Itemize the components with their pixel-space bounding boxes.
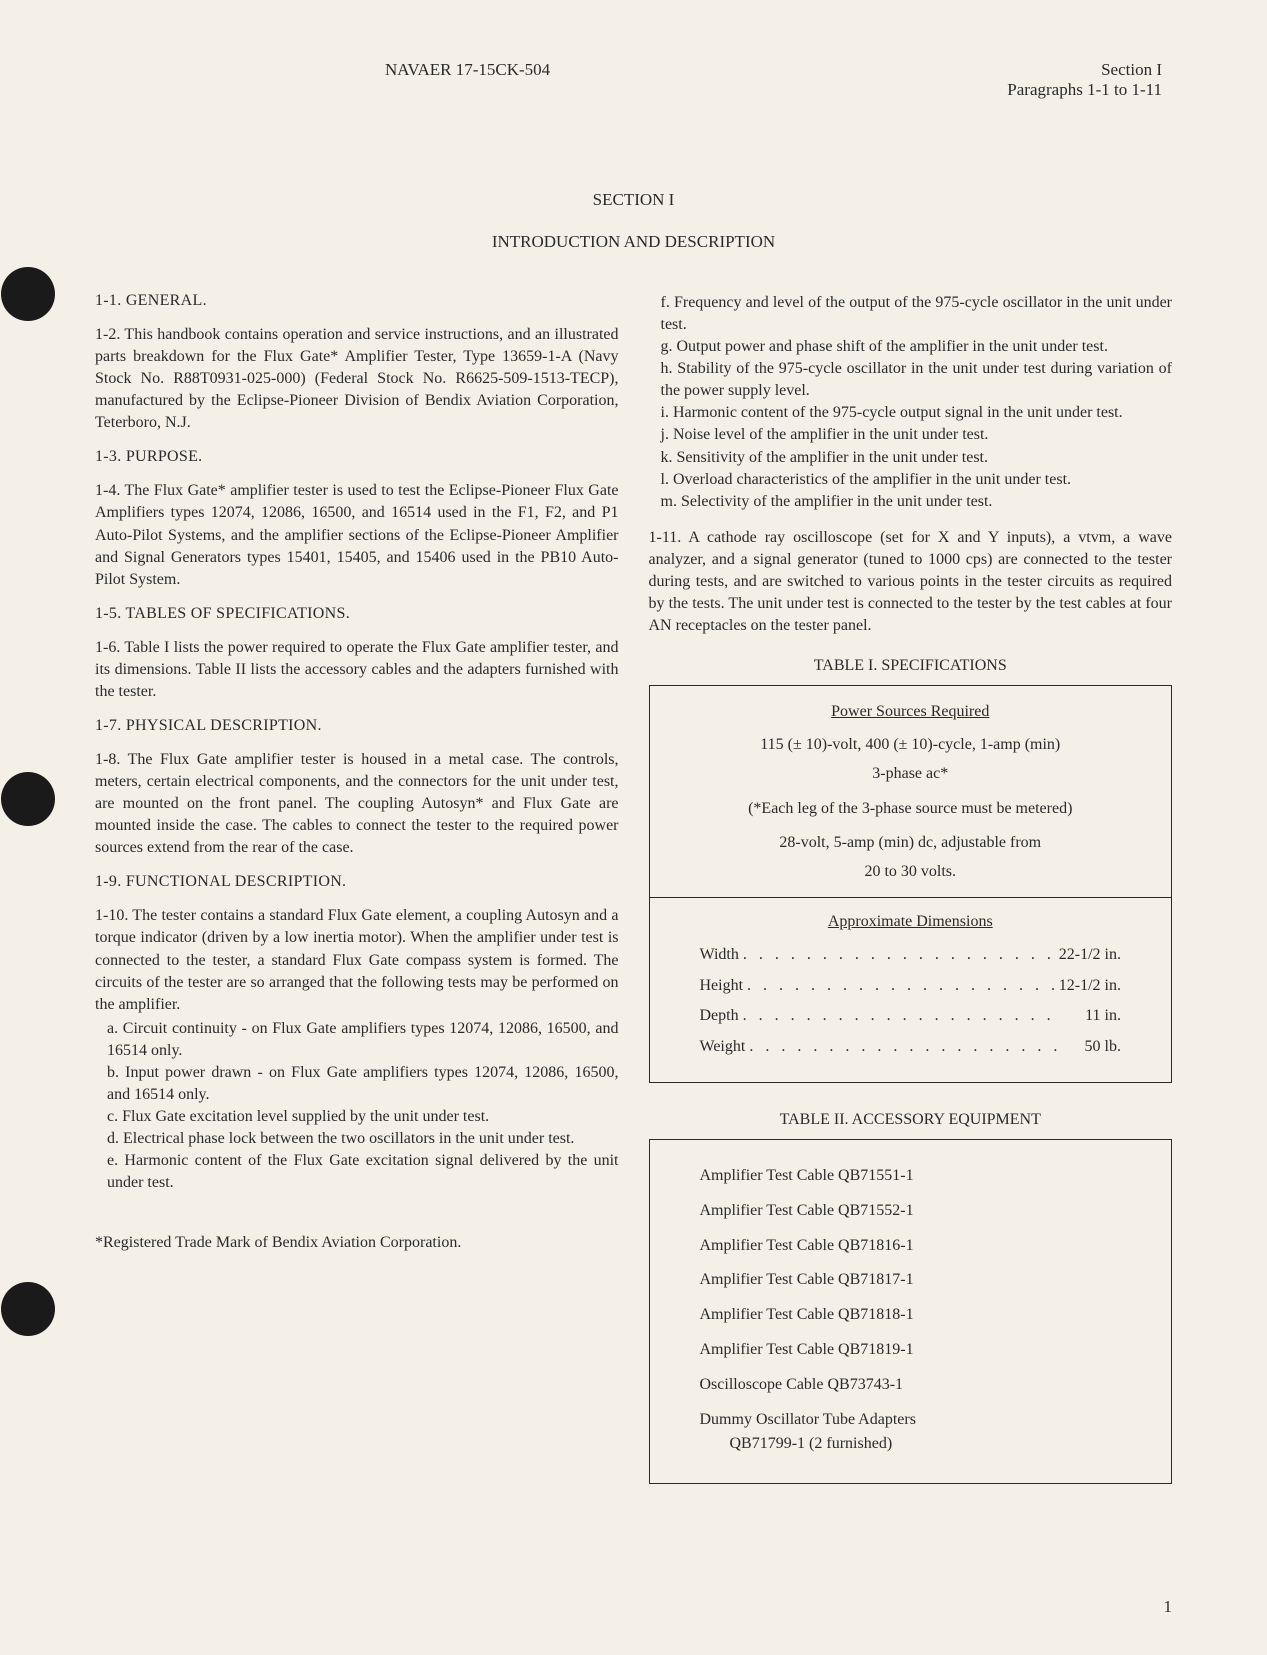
para-1-11: 1-11. A cathode ray oscilloscope (set fo… bbox=[649, 527, 1173, 637]
section-title: SECTION I bbox=[95, 190, 1172, 210]
dim-value: 12-1/2 in. bbox=[1059, 974, 1121, 999]
dim-value: 22-1/2 in. bbox=[1059, 943, 1121, 968]
list-item-e: e. Harmonic content of the Flux Gate exc… bbox=[95, 1150, 619, 1194]
table-1-power-line: 3-phase ac* bbox=[670, 762, 1152, 787]
dim-label: Weight bbox=[700, 1035, 746, 1060]
para-1-6: 1-6. Table I lists the power required to… bbox=[95, 637, 619, 703]
heading-1-7: 1-7. PHYSICAL DESCRIPTION. bbox=[95, 717, 619, 735]
heading-1-3: 1-3. PURPOSE. bbox=[95, 448, 619, 466]
list-item-k: k. Sensitivity of the amplifier in the u… bbox=[649, 447, 1173, 469]
accessory-item: Amplifier Test Cable QB71819-1 bbox=[700, 1338, 1122, 1363]
page-number: 1 bbox=[1164, 1597, 1173, 1617]
table-2-box: Amplifier Test Cable QB71551-1 Amplifier… bbox=[649, 1139, 1173, 1484]
table-1-power-line: 28-volt, 5-amp (min) dc, adjustable from bbox=[670, 831, 1152, 856]
para-1-10: 1-10. The tester contains a standard Flu… bbox=[95, 905, 619, 1015]
dimension-row: Width . . . . . . . . . . . . . . . . . … bbox=[700, 943, 1122, 968]
table-1-box: Power Sources Required 115 (± 10)-volt, … bbox=[649, 685, 1173, 1083]
table-2-caption: TABLE II. ACCESSORY EQUIPMENT bbox=[649, 1111, 1173, 1129]
doc-id: NAVAER 17-15CK-504 bbox=[105, 60, 550, 100]
list-item-g: g. Output power and phase shift of the a… bbox=[649, 336, 1173, 358]
leader-dots: . . . . . . . . . . . . . . . . . . . . bbox=[739, 1004, 1086, 1029]
footnote: *Registered Trade Mark of Bendix Aviatio… bbox=[95, 1234, 619, 1252]
right-column: f. Frequency and level of the output of … bbox=[649, 292, 1173, 1484]
dim-label: Depth bbox=[700, 1004, 739, 1029]
list-item-d: d. Electrical phase lock between the two… bbox=[95, 1128, 619, 1150]
document-page: NAVAER 17-15CK-504 Section I Paragraphs … bbox=[0, 0, 1267, 1655]
para-1-8: 1-8. The Flux Gate amplifier tester is h… bbox=[95, 749, 619, 859]
section-ref: Section I bbox=[1007, 60, 1162, 80]
two-column-layout: 1-1. GENERAL. 1-2. This handbook contain… bbox=[95, 292, 1172, 1484]
accessory-item: Amplifier Test Cable QB71817-1 bbox=[700, 1268, 1122, 1293]
dim-value: 11 in. bbox=[1085, 1004, 1121, 1029]
punch-hole-icon bbox=[1, 1282, 55, 1336]
list-item-h: h. Stability of the 975-cycle oscillator… bbox=[649, 358, 1173, 402]
dim-value: 50 lb. bbox=[1085, 1035, 1121, 1060]
section-subtitle: INTRODUCTION AND DESCRIPTION bbox=[95, 232, 1172, 252]
accessory-item: Amplifier Test Cable QB71552-1 bbox=[700, 1199, 1122, 1224]
list-item-a: a. Circuit continuity - on Flux Gate amp… bbox=[95, 1018, 619, 1062]
para-1-2: 1-2. This handbook contains operation an… bbox=[95, 324, 619, 434]
list-item-m: m. Selectivity of the amplifier in the u… bbox=[649, 491, 1173, 513]
table-1-subhead-power: Power Sources Required bbox=[670, 700, 1152, 725]
table-1-subhead-dims: Approximate Dimensions bbox=[670, 910, 1152, 935]
accessory-item: Amplifier Test Cable QB71818-1 bbox=[700, 1303, 1122, 1328]
heading-1-5: 1-5. TABLES OF SPECIFICATIONS. bbox=[95, 605, 619, 623]
dimension-row: Height . . . . . . . . . . . . . . . . .… bbox=[700, 974, 1122, 999]
accessory-item: Amplifier Test Cable QB71551-1 bbox=[700, 1164, 1122, 1189]
dimension-row: Weight . . . . . . . . . . . . . . . . .… bbox=[700, 1035, 1122, 1060]
left-column: 1-1. GENERAL. 1-2. This handbook contain… bbox=[95, 292, 619, 1484]
table-divider bbox=[650, 897, 1172, 898]
heading-1-9: 1-9. FUNCTIONAL DESCRIPTION. bbox=[95, 873, 619, 891]
dim-label: Width bbox=[700, 943, 739, 968]
leader-dots: . . . . . . . . . . . . . . . . . . . . bbox=[743, 974, 1059, 999]
dim-label: Height bbox=[700, 974, 744, 999]
header-right: Section I Paragraphs 1-1 to 1-11 bbox=[1007, 60, 1162, 100]
heading-1-1: 1-1. GENERAL. bbox=[95, 292, 619, 310]
punch-hole-icon bbox=[1, 772, 55, 826]
page-header: NAVAER 17-15CK-504 Section I Paragraphs … bbox=[95, 60, 1172, 100]
list-item-l: l. Overload characteristics of the ampli… bbox=[649, 469, 1173, 491]
table-1-note: (*Each leg of the 3-phase source must be… bbox=[670, 797, 1152, 822]
accessory-item: Amplifier Test Cable QB71816-1 bbox=[700, 1234, 1122, 1259]
table-1-power-line: 20 to 30 volts. bbox=[670, 860, 1152, 885]
list-item-i: i. Harmonic content of the 975-cycle out… bbox=[649, 402, 1173, 424]
leader-dots: . . . . . . . . . . . . . . . . . . . . bbox=[745, 1035, 1084, 1060]
list-item-b: b. Input power drawn - on Flux Gate ampl… bbox=[95, 1062, 619, 1106]
para-1-4: 1-4. The Flux Gate* amplifier tester is … bbox=[95, 480, 619, 590]
accessory-item-sub: QB71799-1 (2 furnished) bbox=[730, 1432, 1122, 1457]
list-item-c: c. Flux Gate excitation level supplied b… bbox=[95, 1106, 619, 1128]
punch-hole-icon bbox=[1, 267, 55, 321]
para-range: Paragraphs 1-1 to 1-11 bbox=[1007, 80, 1162, 100]
accessory-item: Oscilloscope Cable QB73743-1 bbox=[700, 1373, 1122, 1398]
dimension-row: Depth . . . . . . . . . . . . . . . . . … bbox=[700, 1004, 1122, 1029]
list-item-f: f. Frequency and level of the output of … bbox=[649, 292, 1173, 336]
table-1-power-line: 115 (± 10)-volt, 400 (± 10)-cycle, 1-amp… bbox=[670, 733, 1152, 758]
leader-dots: . . . . . . . . . . . . . . . . . . . . bbox=[739, 943, 1059, 968]
table-1-caption: TABLE I. SPECIFICATIONS bbox=[649, 657, 1173, 675]
list-item-j: j. Noise level of the amplifier in the u… bbox=[649, 424, 1173, 446]
accessory-item: Dummy Oscillator Tube Adapters bbox=[700, 1408, 1122, 1433]
